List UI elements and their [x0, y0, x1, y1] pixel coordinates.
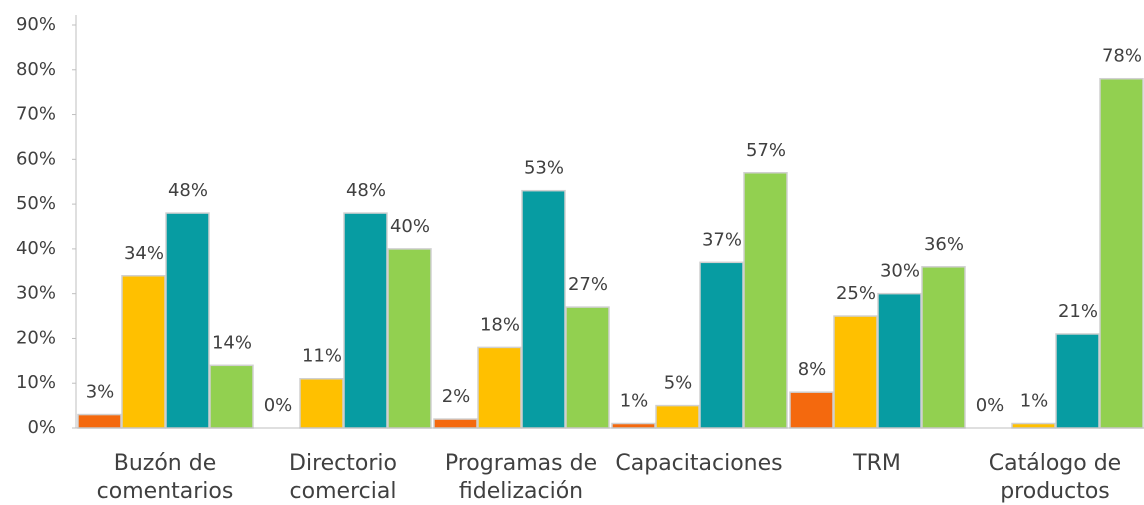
value-label: 78%: [1102, 46, 1142, 67]
bar: [77, 413, 122, 429]
bar: [477, 346, 522, 429]
value-label: 1%: [620, 391, 649, 412]
bar: [165, 212, 210, 429]
y-tick-label: 0%: [27, 417, 56, 438]
bar: [1055, 333, 1100, 429]
value-label: 14%: [212, 332, 252, 353]
bar: [387, 248, 432, 429]
value-label: 25%: [836, 283, 876, 304]
bar: [1099, 77, 1144, 429]
value-label: 5%: [664, 373, 693, 394]
y-tick-label: 70%: [16, 104, 56, 125]
value-label: 40%: [390, 216, 430, 237]
bar: [299, 377, 344, 429]
bar: [1011, 422, 1056, 429]
bar: [877, 292, 922, 429]
bar: [521, 189, 566, 429]
y-tick-label: 20%: [16, 327, 56, 348]
value-label: 48%: [346, 180, 386, 201]
y-tick-label: 50%: [16, 193, 56, 214]
bar: [565, 306, 610, 429]
value-label: 34%: [124, 243, 164, 264]
y-tick-label: 30%: [16, 283, 56, 304]
bar: [743, 172, 788, 429]
value-label: 3%: [86, 382, 115, 403]
x-tick-label: TRM: [853, 451, 901, 476]
value-label: 8%: [798, 359, 827, 380]
value-label: 18%: [480, 314, 520, 335]
bar: [789, 391, 834, 429]
value-label: 30%: [880, 261, 920, 282]
value-label: 11%: [302, 346, 342, 367]
x-tick-label: Capacitaciones: [615, 451, 783, 476]
y-tick-label: 80%: [16, 59, 56, 80]
value-label: 1%: [1020, 391, 1049, 412]
bar: [209, 364, 254, 429]
value-label: 21%: [1058, 301, 1098, 322]
bar: [343, 212, 388, 429]
y-tick-label: 10%: [16, 372, 56, 393]
x-tick-label: Programas de fidelización: [444, 451, 598, 504]
y-tick-label: 40%: [16, 238, 56, 259]
bar: [699, 261, 744, 429]
x-tick-label: Catálogo de productos: [988, 451, 1122, 504]
bar: [833, 315, 878, 429]
value-label: 53%: [524, 158, 564, 179]
bar: [433, 418, 478, 429]
value-label: 0%: [264, 395, 293, 416]
y-tick-label: 90%: [16, 14, 56, 35]
bar: [611, 422, 656, 429]
x-tick-label: Buzón de comentarios: [96, 451, 234, 504]
y-tick-label: 60%: [16, 148, 56, 169]
bar: [121, 275, 166, 429]
bar: [655, 404, 700, 429]
value-label: 48%: [168, 180, 208, 201]
value-label: 27%: [568, 274, 608, 295]
value-label: 2%: [442, 386, 471, 407]
value-label: 0%: [976, 395, 1005, 416]
value-label: 36%: [924, 234, 964, 255]
x-tick-label: Directorio comercial: [289, 451, 397, 504]
value-label: 37%: [702, 229, 742, 250]
bar: [921, 266, 966, 429]
value-label: 57%: [746, 140, 786, 161]
